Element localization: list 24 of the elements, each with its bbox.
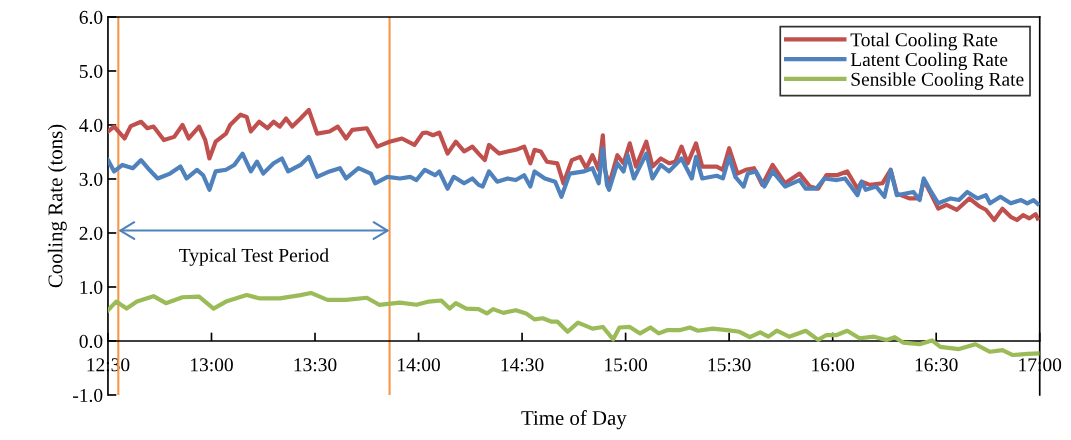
x-tick-label: 13:00 (191, 358, 233, 372)
legend-label: Sensible Cooling Rate (851, 72, 1024, 90)
x-tick-label: 14:30 (501, 358, 544, 372)
x-tick-label: 16:30 (915, 358, 958, 372)
y-tick-label: 5.0 (79, 64, 103, 79)
line-series (107, 290, 1040, 358)
y-tick-label: 6.0 (79, 10, 103, 25)
line-series (107, 146, 1040, 206)
x-tick-label: 15:30 (708, 358, 751, 372)
y-tick-label: 1.0 (80, 280, 103, 295)
legend-label: Latent Cooling Rate (850, 52, 1008, 71)
x-tick-label: 13:30 (294, 358, 337, 372)
y-tick-label: 3.0 (79, 172, 103, 187)
x-tick-label: 16:00 (812, 358, 855, 372)
x-axis-title: Time of Day (521, 410, 627, 430)
x-tick-label: 14:00 (398, 358, 440, 372)
y-tick-label: 4.0 (79, 118, 103, 133)
y-tick-label: 2.0 (79, 226, 103, 241)
y-tick-label: -1.0 (73, 388, 103, 403)
y-tick-label: 0.0 (79, 334, 103, 349)
x-tick-label: 15:00 (605, 358, 648, 372)
y-axis-title: Cooling Rate (tons) (47, 124, 67, 288)
legend-label: Total Cooling Rate (850, 32, 998, 51)
annotation: Typical Test Period (179, 248, 329, 266)
